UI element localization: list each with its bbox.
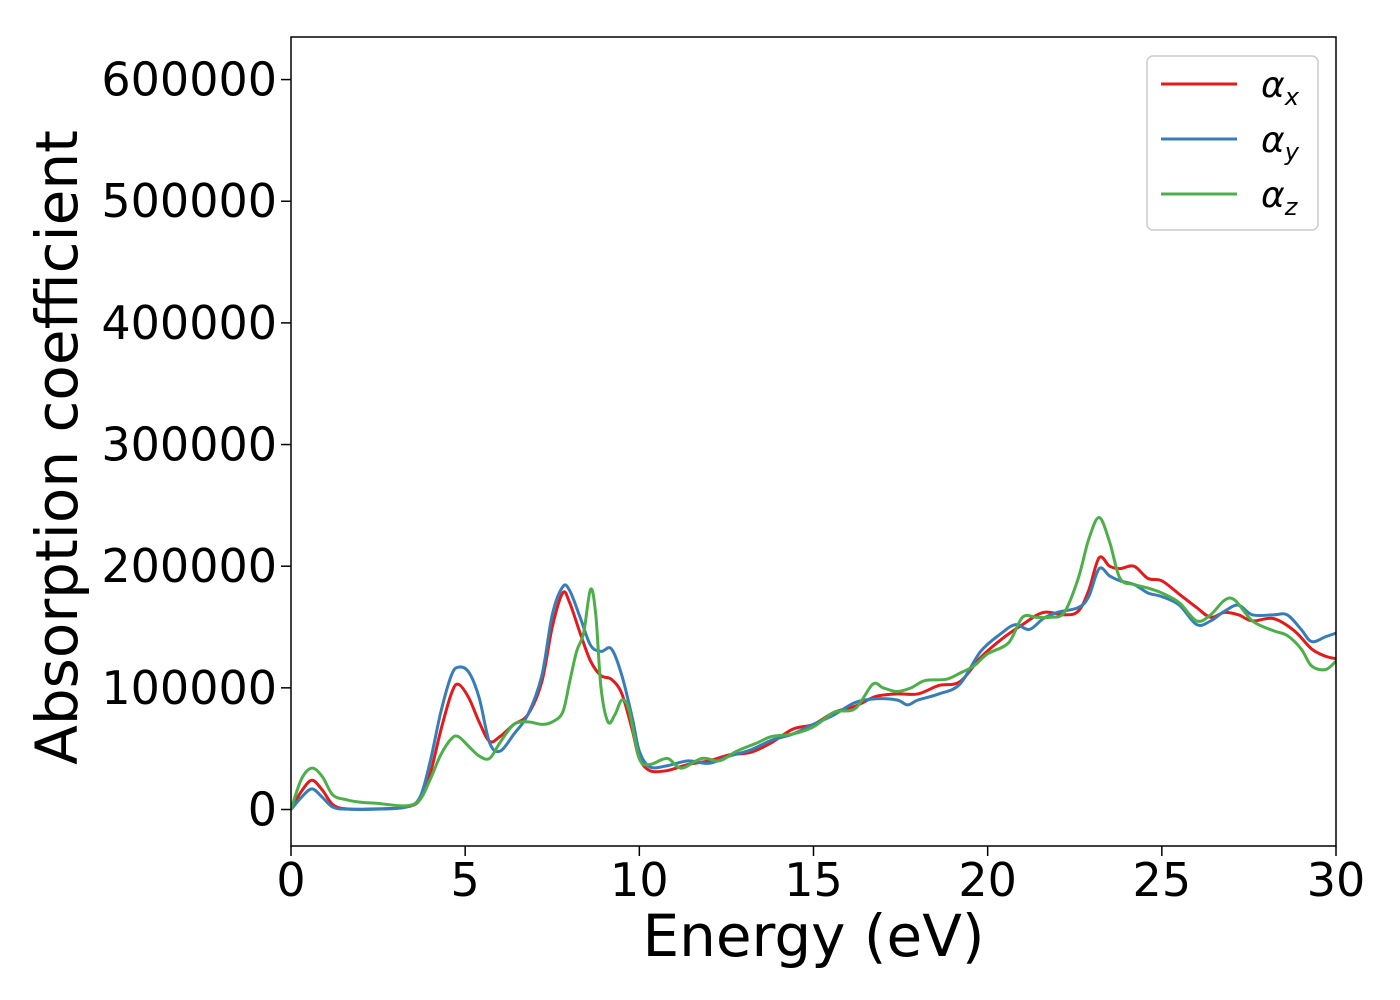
legend-item-alpha-x: αx bbox=[1161, 65, 1300, 111]
legend: αx αy αz bbox=[1146, 55, 1319, 231]
y-tick-label: 300000 bbox=[101, 418, 277, 472]
x-tick-label: 15 bbox=[784, 853, 843, 907]
x-tick-label: 30 bbox=[1307, 853, 1366, 907]
series-line-alpha-y bbox=[291, 566, 1336, 811]
y-tick-label: 100000 bbox=[101, 661, 277, 715]
legend-box bbox=[1146, 55, 1319, 231]
y-axis: 0 100000 200000 300000 400000 500000 600000 bbox=[101, 53, 291, 837]
legend-label: αz bbox=[1261, 175, 1299, 221]
plot-layer bbox=[291, 516, 1336, 811]
x-tick-label: 25 bbox=[1133, 853, 1192, 907]
series-line-alpha-z bbox=[291, 516, 1336, 810]
x-axis-title: Energy (eV) bbox=[642, 902, 984, 970]
x-tick-label: 10 bbox=[610, 853, 669, 907]
legend-item-alpha-y: αy bbox=[1161, 120, 1300, 166]
x-tick-label: 20 bbox=[958, 853, 1017, 907]
x-axis: 0 5 10 15 20 25 30 bbox=[276, 846, 1365, 907]
y-axis-title: Absorption coefficient bbox=[23, 130, 91, 765]
legend-label: αy bbox=[1261, 120, 1300, 166]
y-tick-label: 500000 bbox=[101, 174, 277, 228]
legend-label: αx bbox=[1261, 65, 1300, 111]
y-tick-label: 600000 bbox=[101, 53, 277, 107]
y-tick-label: 0 bbox=[248, 783, 277, 837]
x-tick-label: 5 bbox=[451, 853, 480, 907]
x-tick-label: 0 bbox=[276, 853, 305, 907]
legend-item-alpha-z: αz bbox=[1161, 175, 1299, 221]
y-tick-label: 200000 bbox=[101, 539, 277, 593]
y-tick-label: 400000 bbox=[101, 296, 277, 350]
